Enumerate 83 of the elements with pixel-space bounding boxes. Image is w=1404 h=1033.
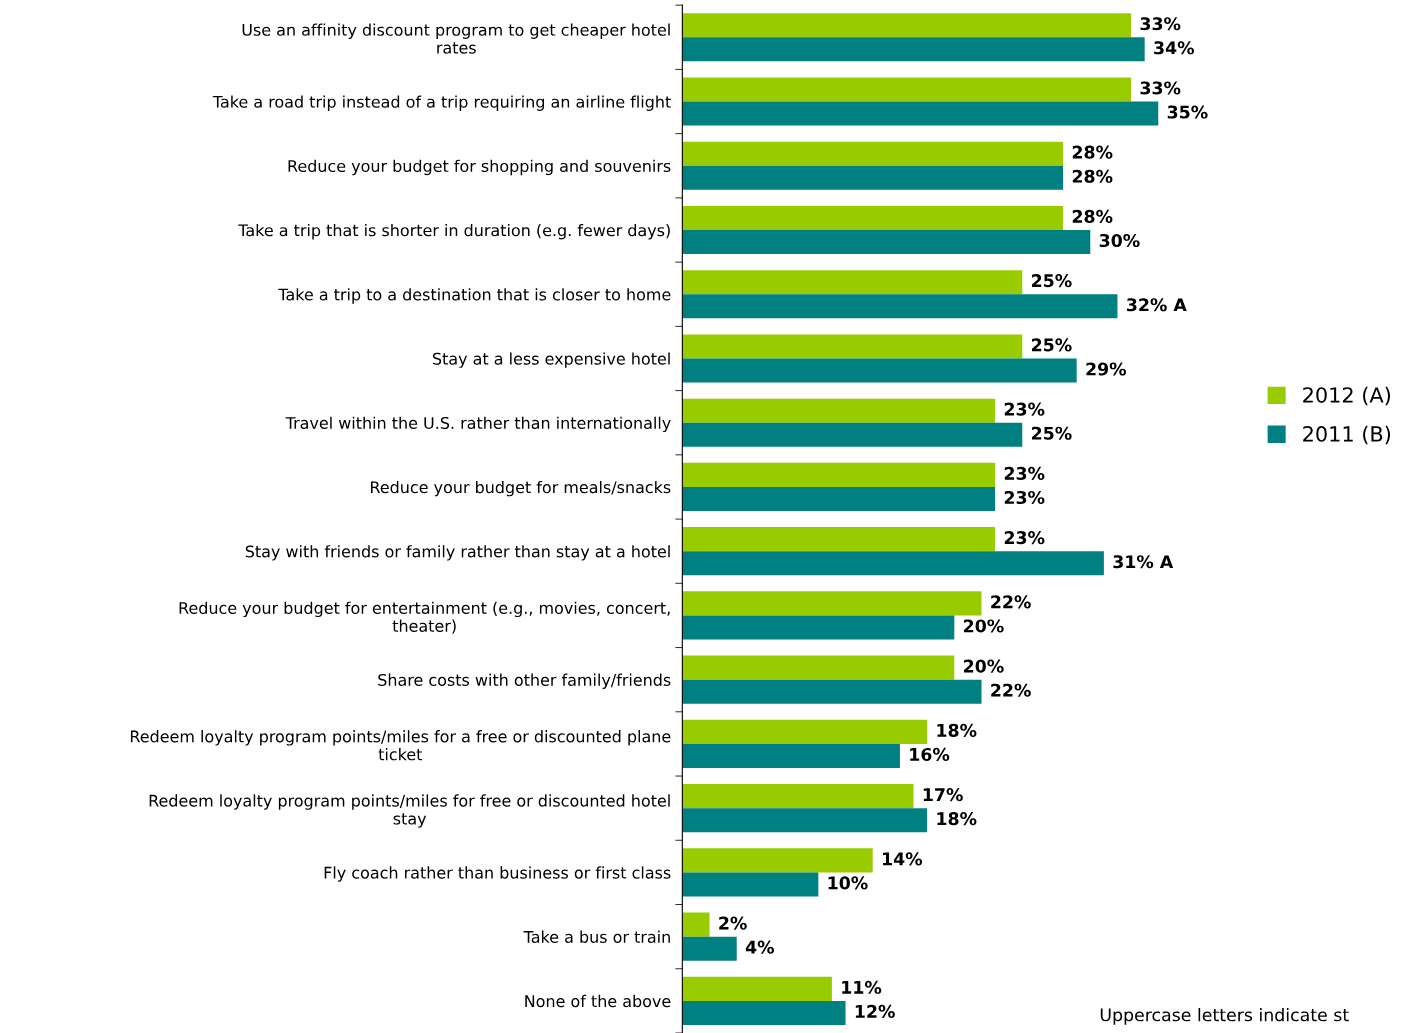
data-label: 18% — [937, 812, 977, 826]
y-tick-label: Use an affinity discount program to get cheaper hotel rates — [242, 23, 670, 54]
bar — [682, 719, 928, 744]
y-tick-label: Redeem loyalty program points/miles for a free or discounted plane ticket — [130, 730, 671, 761]
bar — [682, 872, 819, 897]
data-label: 31% A — [1113, 555, 1174, 569]
data-label: 14% — [883, 852, 923, 866]
data-label: 23% — [1004, 466, 1045, 480]
data-label: 25% — [1032, 338, 1072, 352]
bar — [682, 13, 1132, 38]
bar — [682, 615, 955, 640]
data-label: 29% — [1086, 362, 1127, 376]
annotation: Uppercase letters indicate st — [1100, 1007, 1349, 1025]
y-tick-label: Stay with friends or family rather than stay at a hotel — [245, 545, 670, 561]
bar — [682, 679, 982, 704]
data-label: 25% — [1032, 426, 1072, 440]
data-label: 12% — [855, 1004, 895, 1018]
y-tick-label: Take a road trip instead of a trip requiring an airline flight — [212, 95, 671, 111]
data-label: 20% — [964, 659, 1004, 673]
data-label: 22% — [991, 595, 1031, 609]
y-tick-label: Take a trip to a destination that is closer to home — [278, 288, 671, 304]
bar — [682, 912, 710, 937]
bar — [682, 37, 1145, 62]
data-label: 20% — [964, 619, 1004, 633]
bar — [682, 936, 737, 961]
bar — [682, 230, 1091, 255]
data-label: 4% — [745, 940, 774, 954]
bar — [682, 462, 996, 487]
bar — [682, 141, 1064, 166]
bar — [682, 486, 996, 512]
data-label: 23% — [1004, 402, 1045, 416]
data-label: 28% — [1072, 145, 1113, 159]
data-label: 30% — [1099, 233, 1140, 248]
bar — [682, 398, 996, 423]
bar — [682, 205, 1064, 230]
data-label: 35% — [1167, 105, 1208, 119]
legend-label: 2012 (A) — [1303, 386, 1390, 406]
bar — [682, 527, 996, 552]
data-label: 10% — [828, 876, 868, 890]
data-label: 11% — [842, 980, 882, 994]
data-label: 16% — [910, 747, 950, 761]
bar — [682, 976, 832, 1001]
bar — [682, 270, 1023, 295]
data-label: 28% — [1072, 169, 1113, 183]
bar — [682, 551, 1104, 576]
y-tick-label: Travel within the U.S. rather than internationally — [285, 416, 671, 433]
y-tick-label: Reduce your budget for shopping and souvenirs — [288, 159, 671, 176]
bar — [682, 334, 1023, 359]
bar — [682, 358, 1077, 383]
y-tick-label: Take a bus or train — [523, 930, 670, 943]
bar — [682, 165, 1064, 190]
data-label: 22% — [991, 683, 1031, 697]
bar — [682, 784, 914, 809]
y-tick-label: None of the above — [525, 994, 671, 1008]
data-label: 33% — [1140, 81, 1181, 95]
bar — [682, 591, 982, 616]
data-label: 18% — [937, 723, 977, 737]
data-label: 23% — [1004, 531, 1045, 545]
bar — [682, 422, 1023, 447]
y-tick-label: Redeem loyalty program points/miles for free or discounted hotel stay — [149, 794, 670, 828]
bar — [682, 743, 900, 769]
data-label: 25% — [1032, 274, 1072, 288]
bar — [682, 294, 1118, 319]
y-tick-label: Take a trip that is shorter in duration (e.g. fewer days) — [238, 223, 670, 240]
bar — [682, 1000, 846, 1025]
legend-label: 2011 (B) — [1303, 425, 1391, 445]
data-label: 33% — [1140, 17, 1181, 31]
data-label: 34% — [1154, 41, 1195, 55]
data-label: 2% — [719, 916, 747, 930]
y-tick-label: Reduce your budget for entertainment (e.g., movies, concert, theater) — [179, 601, 670, 634]
y-tick-label: Reduce your budget for meals/snacks — [371, 480, 671, 497]
bar — [682, 655, 955, 680]
y-tick-label: Stay at a less expensive hotel — [432, 352, 670, 368]
data-label: 17% — [923, 788, 963, 802]
data-label: 32% A — [1126, 298, 1187, 312]
bar — [682, 808, 928, 833]
data-label: 23% — [1004, 490, 1045, 505]
bar — [682, 848, 873, 873]
bar — [682, 77, 1132, 102]
bar — [682, 101, 1159, 126]
y-tick-label: Fly coach rather than business or first class — [324, 866, 671, 882]
y-tick-label: Share costs with other family/friends — [378, 673, 671, 690]
data-label: 28% — [1072, 209, 1113, 223]
